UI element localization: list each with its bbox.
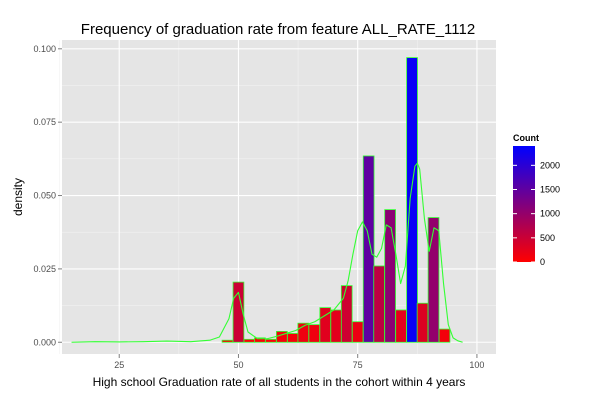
legend-break-label: 2000 xyxy=(540,160,560,170)
chart-title: Frequency of graduation rate from featur… xyxy=(81,21,475,38)
histogram-bar xyxy=(276,331,288,343)
density-curve xyxy=(71,162,463,343)
histogram-bar xyxy=(265,338,277,343)
legend-break-label: 500 xyxy=(540,233,555,243)
histogram-bar xyxy=(340,285,353,343)
y-tick-label: 0.000 xyxy=(33,337,56,347)
y-axis-ticks: 0.000 0.025 0.050 0.075 0.100 xyxy=(33,44,62,347)
legend-break-label: 1000 xyxy=(540,209,560,219)
histogram-bar xyxy=(330,309,343,343)
legend-breaks: 0 500 1000 1500 2000 xyxy=(513,160,560,267)
x-tick-label: 75 xyxy=(353,360,363,370)
legend-break-label: 1500 xyxy=(540,185,560,195)
histogram-bar xyxy=(221,339,234,343)
histogram-bar xyxy=(373,265,385,343)
plot-panel xyxy=(62,40,496,354)
legend-title: Count xyxy=(513,133,539,143)
histogram-bar xyxy=(395,309,407,343)
x-tick-label: 100 xyxy=(469,360,484,370)
y-tick-label: 0.100 xyxy=(33,44,56,54)
count-legend: Count 0 500 1000 1500 2000 xyxy=(513,133,560,267)
y-tick-label: 0.050 xyxy=(33,191,56,201)
y-tick-label: 0.075 xyxy=(33,117,56,127)
histogram-bar xyxy=(232,281,245,343)
x-tick-label: 50 xyxy=(233,360,243,370)
x-tick-label: 25 xyxy=(114,360,124,370)
histogram-bars xyxy=(221,57,451,343)
histogram-bar xyxy=(362,155,375,343)
histogram-bar xyxy=(308,324,321,343)
x-axis-ticks: 25 50 75 100 xyxy=(114,354,484,370)
y-tick-label: 0.025 xyxy=(33,264,56,274)
histogram-bar xyxy=(438,328,451,343)
histogram-bar xyxy=(384,209,396,343)
histogram-bar xyxy=(351,321,364,343)
density-curve-layer xyxy=(71,162,463,343)
y-axis-label: density xyxy=(11,178,25,216)
x-axis-label: High school Graduation rate of all stude… xyxy=(93,375,466,389)
histogram-bar xyxy=(416,302,429,343)
histogram-bar xyxy=(287,333,299,343)
legend-colorbar xyxy=(513,146,535,262)
histogram-bar xyxy=(427,217,440,343)
legend-break-label: 0 xyxy=(540,257,545,267)
histogram-bar xyxy=(243,338,256,343)
histogram-bar xyxy=(406,57,418,343)
